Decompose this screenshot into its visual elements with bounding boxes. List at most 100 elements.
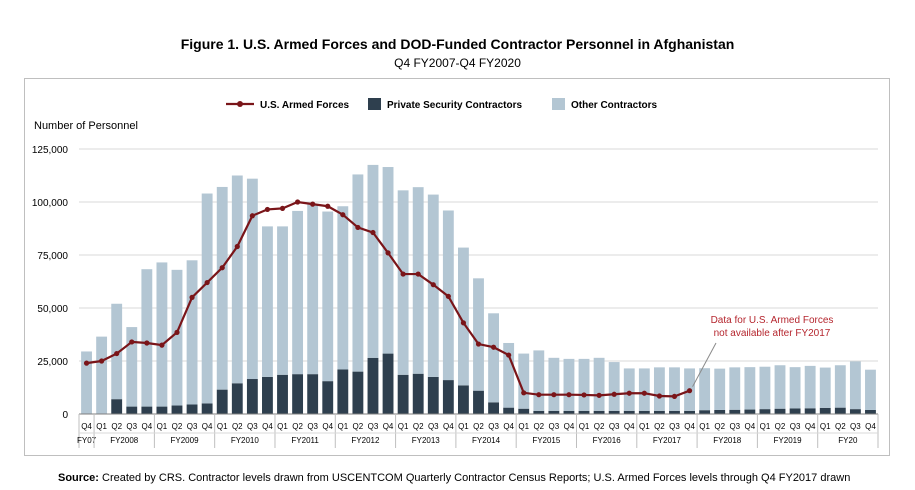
x-tick-quarter: Q4: [81, 422, 92, 431]
bar-other-contractors: [231, 175, 243, 384]
bar-private-security: [548, 410, 560, 414]
armed-forces-point: [596, 392, 602, 398]
x-tick-quarter: Q4: [805, 422, 816, 431]
x-tick-quarter: Q2: [473, 422, 484, 431]
x-tick-quarter: Q4: [443, 422, 454, 431]
x-tick-quarter: Q2: [413, 422, 424, 431]
x-tick-fiscal-year: FY2008: [110, 436, 139, 445]
x-tick-quarter: Q4: [865, 422, 876, 431]
bar-private-security: [653, 410, 665, 414]
armed-forces-point: [325, 203, 331, 209]
bar-other-contractors: [593, 357, 605, 411]
x-tick-quarter: Q4: [684, 422, 695, 431]
bar-private-security: [322, 381, 334, 414]
x-tick-quarter: Q4: [322, 422, 333, 431]
x-tick-fiscal-year: FY2017: [653, 436, 682, 445]
y-axis: 0 25,000 50,000 75,000 100,000 125,000: [32, 145, 878, 421]
legend-marker-armed-forces: [237, 101, 243, 107]
x-tick-quarter: Q4: [202, 422, 213, 431]
x-tick-fiscal-year: FY2014: [472, 436, 501, 445]
armed-forces-point: [671, 393, 678, 400]
bar-private-security: [186, 404, 198, 414]
bar-private-security: [714, 409, 726, 414]
legend-swatch-private-security: [368, 98, 381, 110]
bar-private-security: [352, 371, 364, 414]
armed-forces-point: [279, 205, 286, 211]
bar-other-contractors: [865, 369, 876, 410]
x-tick-quarter: Q3: [368, 422, 379, 431]
bar-private-security: [759, 409, 771, 414]
bar-private-security: [789, 408, 801, 414]
armed-forces-point: [445, 293, 451, 299]
bar-private-security: [729, 409, 741, 414]
source-label: Source:: [58, 472, 99, 484]
bar-other-contractors: [744, 367, 756, 410]
x-tick-quarter: Q1: [217, 422, 228, 431]
x-tick-quarter: Q2: [775, 422, 786, 431]
bar-private-security: [669, 410, 680, 414]
bar-other-contractors: [141, 269, 153, 407]
armed-forces-point: [490, 344, 497, 350]
bar-other-contractors: [759, 366, 771, 410]
bar-private-security: [638, 410, 650, 414]
y-tick-label: 25,000: [37, 357, 68, 368]
source-text: Created by CRS. Contractor levels drawn …: [102, 472, 851, 484]
x-axis: Q4 Q1 Q2 Q3 Q4 Q1 Q2 Q3 Q4 Q1 Q2 Q3 Q4 Q1 Q2 Q3 Q4 Q1 Q2 Q3…: [77, 414, 879, 448]
x-tick-quarter: Q1: [518, 422, 529, 431]
bar-private-security: [427, 376, 439, 414]
armed-forces-point: [611, 391, 617, 397]
bar-other-contractors: [578, 358, 590, 411]
x-tick-quarter: Q4: [564, 422, 575, 431]
legend-label-armed-forces: U.S. Armed Forces: [260, 100, 350, 111]
legend-label-private-security: Private Security Contractors: [387, 100, 522, 111]
armed-forces-point: [204, 279, 210, 286]
x-tick-fiscal-year: FY2011: [291, 436, 319, 445]
x-tick-quarter: Q2: [533, 422, 544, 431]
bar-other-contractors: [367, 164, 379, 358]
bar-private-security: [216, 389, 228, 414]
bar-private-security: [608, 410, 620, 414]
x-tick-quarter: Q1: [277, 422, 288, 431]
bar-other-contractors: [849, 361, 861, 410]
bar-other-contractors: [277, 226, 288, 375]
armed-forces-point: [144, 340, 150, 346]
bar-other-contractors: [548, 357, 560, 411]
x-tick-fiscal-year: FY2016: [593, 436, 622, 445]
armed-forces-point: [506, 352, 512, 358]
x-tick-quarter: Q2: [111, 422, 122, 431]
figure-subtitle: Q4 FY2007-Q4 FY2020: [394, 56, 521, 70]
x-tick-quarter: Q4: [745, 422, 756, 431]
x-tick-quarter: Q2: [594, 422, 605, 431]
annotation-text-line: not available after FY2017: [714, 328, 831, 339]
bar-other-contractors: [503, 342, 515, 408]
bar-private-security: [171, 405, 183, 414]
x-tick-quarter: Q3: [187, 422, 198, 431]
bar-other-contractors: [774, 365, 786, 409]
bar-other-contractors: [397, 190, 409, 375]
bar-private-security: [865, 409, 876, 414]
annotation-leader-line: [692, 342, 717, 387]
armed-forces-point: [355, 224, 361, 231]
bar-private-security: [819, 407, 831, 414]
bar-private-security: [292, 374, 304, 414]
x-tick-quarter: Q2: [714, 422, 725, 431]
bar-other-contractors: [638, 368, 650, 411]
armed-forces-point: [415, 271, 421, 277]
x-tick-quarter: Q1: [699, 422, 710, 431]
armed-forces-point: [521, 390, 527, 396]
bar-other-contractors: [457, 247, 469, 386]
x-tick-quarter: Q1: [157, 422, 168, 431]
bar-other-contractors: [96, 336, 108, 414]
armed-forces-point: [294, 199, 301, 205]
bar-private-security: [337, 369, 349, 414]
x-tick-quarter: Q1: [458, 422, 469, 431]
armed-forces-point: [340, 212, 346, 218]
x-tick-quarter: Q3: [549, 422, 560, 431]
bar-other-contractors: [729, 367, 741, 410]
bar-other-contractors: [789, 367, 801, 409]
armed-forces-point: [234, 243, 240, 250]
armed-forces-point: [249, 213, 255, 219]
x-tick-quarter: Q1: [639, 422, 650, 431]
x-tick-quarter: Q4: [262, 422, 273, 431]
bar-private-security: [246, 379, 258, 414]
